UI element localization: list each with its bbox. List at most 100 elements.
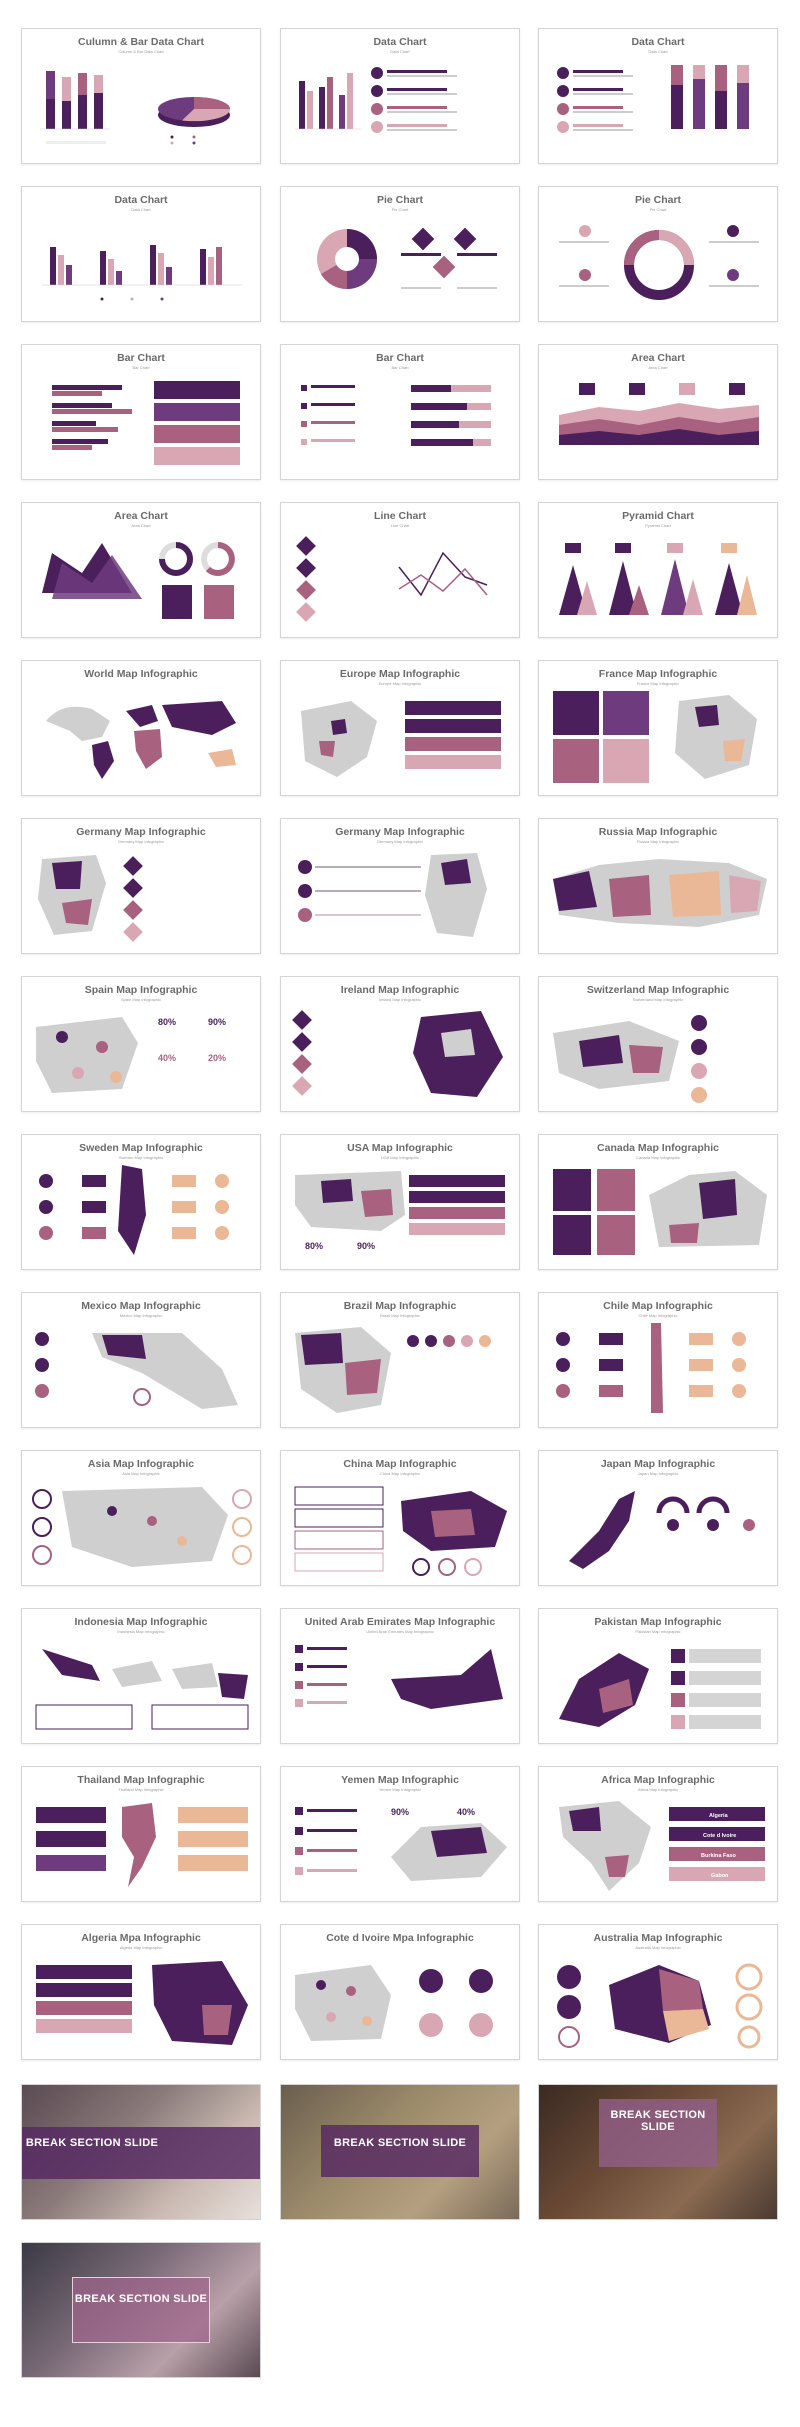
slide-title: Indonesia Map Infographic bbox=[74, 1616, 208, 1628]
slide-thumbnail[interactable]: Africa Map Infographic Africa Map Infogra… bbox=[538, 1766, 778, 1902]
break-slide[interactable]: BREAK SECTION SLIDE bbox=[21, 2084, 261, 2220]
slide-thumbnail[interactable]: Bar Chart Bar Chart bbox=[21, 344, 261, 480]
slide-title: Pakistan Map Infographic bbox=[594, 1616, 722, 1628]
slide-subtitle: Column & Bar Data Chart bbox=[118, 49, 164, 54]
break-title: BREAK SECTION SLIDE bbox=[610, 2109, 706, 2133]
slide-subtitle: Pyramid Chart bbox=[645, 523, 671, 528]
stat-90: 90% bbox=[357, 1241, 375, 1251]
slide-thumbnail[interactable]: Area Chart Area Chart bbox=[538, 344, 778, 480]
slide-subtitle: Line Chart bbox=[390, 523, 410, 528]
slide-thumbnail[interactable]: Data Chart Data Chart bbox=[21, 186, 261, 322]
ireland-map bbox=[292, 1010, 503, 1097]
break-slide[interactable]: BREAK SECTION SLIDE bbox=[538, 2084, 778, 2220]
slide-thumbnail[interactable]: Europe Map Infographic Europe Map Infogra… bbox=[280, 660, 520, 796]
slide-subtitle: Data Chart bbox=[648, 49, 668, 54]
slide-title: Bar Chart bbox=[376, 352, 424, 364]
slide-thumbnail[interactable]: Asia Map Infographic Asia Map Infographic bbox=[21, 1450, 261, 1586]
list-with-stacked-bars bbox=[557, 65, 749, 133]
slide-subtitle: Yemen Map Infographic bbox=[378, 1787, 422, 1792]
slide-thumbnail[interactable]: Canada Map Infographic Canada Map Infogra… bbox=[538, 1134, 778, 1270]
usa-map: 80% 90% bbox=[295, 1171, 505, 1251]
slide-thumbnail[interactable]: Germany Map Infographic Germany Map Infog… bbox=[21, 818, 261, 954]
canada-map bbox=[553, 1169, 767, 1255]
country-label: Burkina Faso bbox=[701, 1853, 736, 1859]
slide-title: Australia Map Infographic bbox=[593, 1932, 723, 1944]
mexico-map bbox=[35, 1332, 238, 1409]
slide-subtitle: Asia Map Infographic bbox=[122, 1471, 160, 1476]
slide-title: Data Chart bbox=[631, 36, 685, 48]
horizontal-bar-chart bbox=[301, 385, 491, 446]
slide-subtitle: Pie Chart bbox=[649, 207, 667, 212]
russia-map bbox=[553, 859, 767, 927]
slide-thumbnail[interactable]: Thailand Map Infographic Thailand Map Inf… bbox=[21, 1766, 261, 1902]
country-label: Cote d Ivoire bbox=[703, 1833, 736, 1839]
slide-subtitle: Germany Map Infographic bbox=[117, 839, 165, 844]
pyramid-chart bbox=[559, 543, 757, 615]
slide-title: Brazil Map Infographic bbox=[343, 1300, 457, 1312]
slide-thumbnail[interactable]: Chile Map Infographic Chile Map Infograph… bbox=[538, 1292, 778, 1428]
slide-title: Line Chart bbox=[374, 510, 426, 522]
slide-thumbnail[interactable]: Pie Chart Pie Chart bbox=[280, 186, 520, 322]
slide-thumbnail[interactable]: Germany Map Infographic Germany Map Infog… bbox=[280, 818, 520, 954]
slide-subtitle: Canada Map Infographic bbox=[636, 1155, 680, 1160]
slide-thumbnail[interactable]: Switzerland Map Infographic Switzerland M… bbox=[538, 976, 778, 1112]
slide-thumbnail[interactable]: Pakistan Map Infographic Pakistan Map Inf… bbox=[538, 1608, 778, 1744]
germany-map bbox=[38, 855, 143, 942]
slide-subtitle: Europe Map Infographic bbox=[378, 681, 422, 686]
slide-subtitle: Data Chart bbox=[131, 207, 151, 212]
slide-title: Switzerland Map Infographic bbox=[586, 984, 730, 996]
slide-thumbnail[interactable]: Ireland Map Infographic Ireland Map Infog… bbox=[280, 976, 520, 1112]
slide-thumbnail[interactable]: China Map Infographic China Map Infograph… bbox=[280, 1450, 520, 1586]
stat-20: 20% bbox=[208, 1053, 226, 1063]
switzerland-map bbox=[553, 1015, 707, 1103]
slide-title: Thailand Map Infographic bbox=[77, 1774, 205, 1786]
slide-thumbnail[interactable]: France Map Infographic France Map Infogra… bbox=[538, 660, 778, 796]
slide-thumbnail[interactable]: Bar Chart Bar Chart bbox=[280, 344, 520, 480]
slide-subtitle: China Map Infographic bbox=[379, 1471, 421, 1476]
slide-title: Data Chart bbox=[373, 36, 427, 48]
slide-thumbnail[interactable]: Line Chart Line Chart bbox=[280, 502, 520, 638]
slide-thumbnail[interactable]: Pyramid Chart Pyramid Chart bbox=[538, 502, 778, 638]
slide-thumbnail[interactable]: Mexico Map Infographic Mexico Map Infogra… bbox=[21, 1292, 261, 1428]
slide-thumbnail[interactable]: Sweden Map Infographic Sweden Map Infogra… bbox=[21, 1134, 261, 1270]
slide-thumbnail[interactable]: Spain Map Infographic Spain Map Infograph… bbox=[21, 976, 261, 1112]
line-chart bbox=[296, 536, 488, 622]
slide-thumbnail[interactable]: Area Chart Area Chart bbox=[21, 502, 261, 638]
algeria-map bbox=[36, 1961, 248, 2045]
stat-90: 90% bbox=[391, 1807, 409, 1817]
slide-title: Germany Map Infographic bbox=[335, 826, 465, 838]
slide-thumbnail[interactable]: Pie Chart Pie Chart bbox=[538, 186, 778, 322]
slide-thumbnail[interactable]: Culumn & Bar Data Chart Column & Bar Data… bbox=[21, 28, 261, 164]
slide-thumbnail[interactable]: Brazil Map Infographic Brazil Map Infogra… bbox=[280, 1292, 520, 1428]
spain-map: 80% 90% 40% 20% bbox=[36, 1017, 226, 1093]
slide-thumbnail[interactable]: Russia Map Infographic Russia Map Infogra… bbox=[538, 818, 778, 954]
horizontal-bar-chart bbox=[52, 381, 240, 465]
grouped-bar-chart bbox=[42, 245, 242, 301]
break-slide[interactable]: BREAK SECTION SLIDE bbox=[21, 2242, 261, 2378]
slide-title: Germany Map Infographic bbox=[76, 826, 206, 838]
break-title: BREAK SECTION SLIDE bbox=[333, 2137, 467, 2149]
slide-thumbnail[interactable]: Data Chart Data Chart bbox=[280, 28, 520, 164]
country-label: Gabon bbox=[711, 1873, 729, 1879]
slide-thumbnail[interactable]: USA Map Infographic USA Map Infographic 8… bbox=[280, 1134, 520, 1270]
slide-thumbnail[interactable]: World Map Infographic bbox=[21, 660, 261, 796]
slide-thumbnail[interactable]: Algeria Mpa Infographic Algeria Map Infog… bbox=[21, 1924, 261, 2060]
cote-divoire-map bbox=[295, 1965, 493, 2041]
slide-thumbnail[interactable]: Japan Map Infographic Japan Map Infograph… bbox=[538, 1450, 778, 1586]
slide-thumbnail[interactable]: Data Chart Data Chart bbox=[538, 28, 778, 164]
slide-subtitle: Area Chart bbox=[131, 523, 151, 528]
slide-subtitle: United Arab Emirates Map Infographic bbox=[366, 1629, 434, 1634]
slide-thumbnail[interactable]: United Arab Emirates Map Infographic Unit… bbox=[280, 1608, 520, 1744]
slide-title: Bar Chart bbox=[117, 352, 165, 364]
slide-subtitle: Switzerland Map Infographic bbox=[632, 997, 684, 1002]
slide-subtitle: Mexico Map Infographic bbox=[119, 1313, 163, 1318]
area-chart bbox=[559, 383, 759, 445]
slide-thumbnail[interactable]: Indonesia Map Infographic Indonesia Map I… bbox=[21, 1608, 261, 1744]
break-slide[interactable]: BREAK SECTION SLIDE bbox=[280, 2084, 520, 2220]
slide-thumbnail[interactable]: Yemen Map Infographic Yemen Map Infograph… bbox=[280, 1766, 520, 1902]
slide-thumbnail[interactable]: Cote d Ivoire Mpa Infographic bbox=[280, 1924, 520, 2060]
slide-thumbnail[interactable]: Australia Map Infographic Australia Map I… bbox=[538, 1924, 778, 2060]
slide-subtitle: Thailand Map Infographic bbox=[118, 1787, 164, 1792]
slide-title: Culumn & Bar Data Chart bbox=[77, 36, 204, 48]
